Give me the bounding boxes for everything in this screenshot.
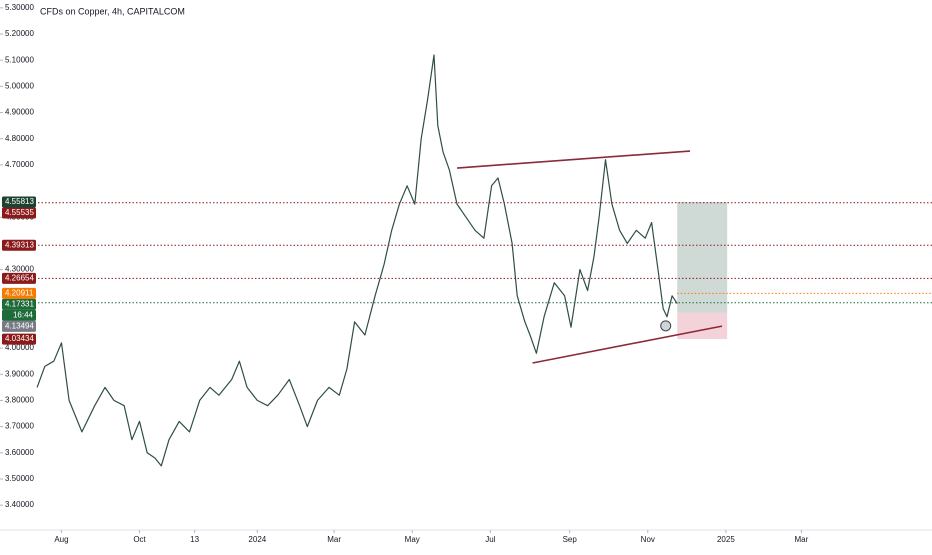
y-tick-label: 3.40000: [5, 500, 34, 509]
marker: [660, 320, 672, 332]
x-tick-label: Aug: [54, 535, 68, 544]
x-tick-label: Mar: [795, 535, 809, 544]
y-tick-label: 3.80000: [5, 396, 34, 405]
x-tick-label: 13: [190, 535, 199, 544]
x-tick-label: 2025: [717, 535, 735, 544]
price-badge-label: 4.03434: [5, 334, 34, 343]
y-tick-label: 3.90000: [5, 369, 34, 378]
y-tick-label: 4.90000: [5, 108, 34, 117]
y-tick-label: 3.60000: [5, 448, 34, 457]
y-tick-label: 4.80000: [5, 134, 34, 143]
price-badge: [2, 333, 36, 345]
price-badge: [2, 298, 36, 310]
y-tick-label: 3.70000: [5, 422, 34, 431]
price-badge: [2, 196, 36, 208]
x-tick-label: 2024: [248, 535, 266, 544]
price-badge-label: 4.20911: [5, 288, 34, 297]
y-tick-label: 4.30000: [5, 265, 34, 274]
price-badge-label: 4.39313: [5, 240, 34, 249]
y-tick-label: 5.20000: [5, 29, 34, 38]
price-badge-label: 4.55813: [5, 197, 34, 206]
x-tick-label: Nov: [641, 535, 655, 544]
countdown-label: 16:44: [13, 310, 34, 319]
trendline: [456, 150, 691, 169]
chart-title: CFDs on Copper, 4h, CAPITALCOM: [40, 6, 185, 16]
y-tick-label: 4.70000: [5, 160, 34, 169]
x-tick-label: Jul: [485, 535, 495, 544]
x-tick-label: Sep: [563, 535, 578, 544]
price-badge: [2, 320, 36, 332]
trendline: [532, 325, 723, 364]
y-tick-label: 4.00000: [5, 343, 34, 352]
price-badge-label: 4.55535: [5, 208, 34, 217]
x-tick-label: Mar: [327, 535, 341, 544]
price-badge: [2, 272, 36, 284]
price-badge-label: 4.26654: [5, 273, 34, 282]
price-badge-label: 4.13494: [5, 321, 34, 330]
y-tick-label: 5.10000: [5, 55, 34, 64]
price-badge: [2, 207, 36, 219]
price-badge: [2, 239, 36, 251]
y-tick-label: 5.30000: [5, 3, 34, 12]
price-badge: [2, 287, 36, 299]
y-tick-label: 5.00000: [5, 81, 34, 90]
y-tick-label: 3.50000: [5, 474, 34, 483]
position-target-zone: [677, 202, 728, 313]
price-series: [36, 54, 678, 467]
x-tick-label: May: [405, 535, 420, 544]
x-tick-label: Oct: [133, 535, 146, 544]
countdown-badge: [2, 309, 36, 321]
price-badge-label: 4.17331: [5, 299, 34, 308]
